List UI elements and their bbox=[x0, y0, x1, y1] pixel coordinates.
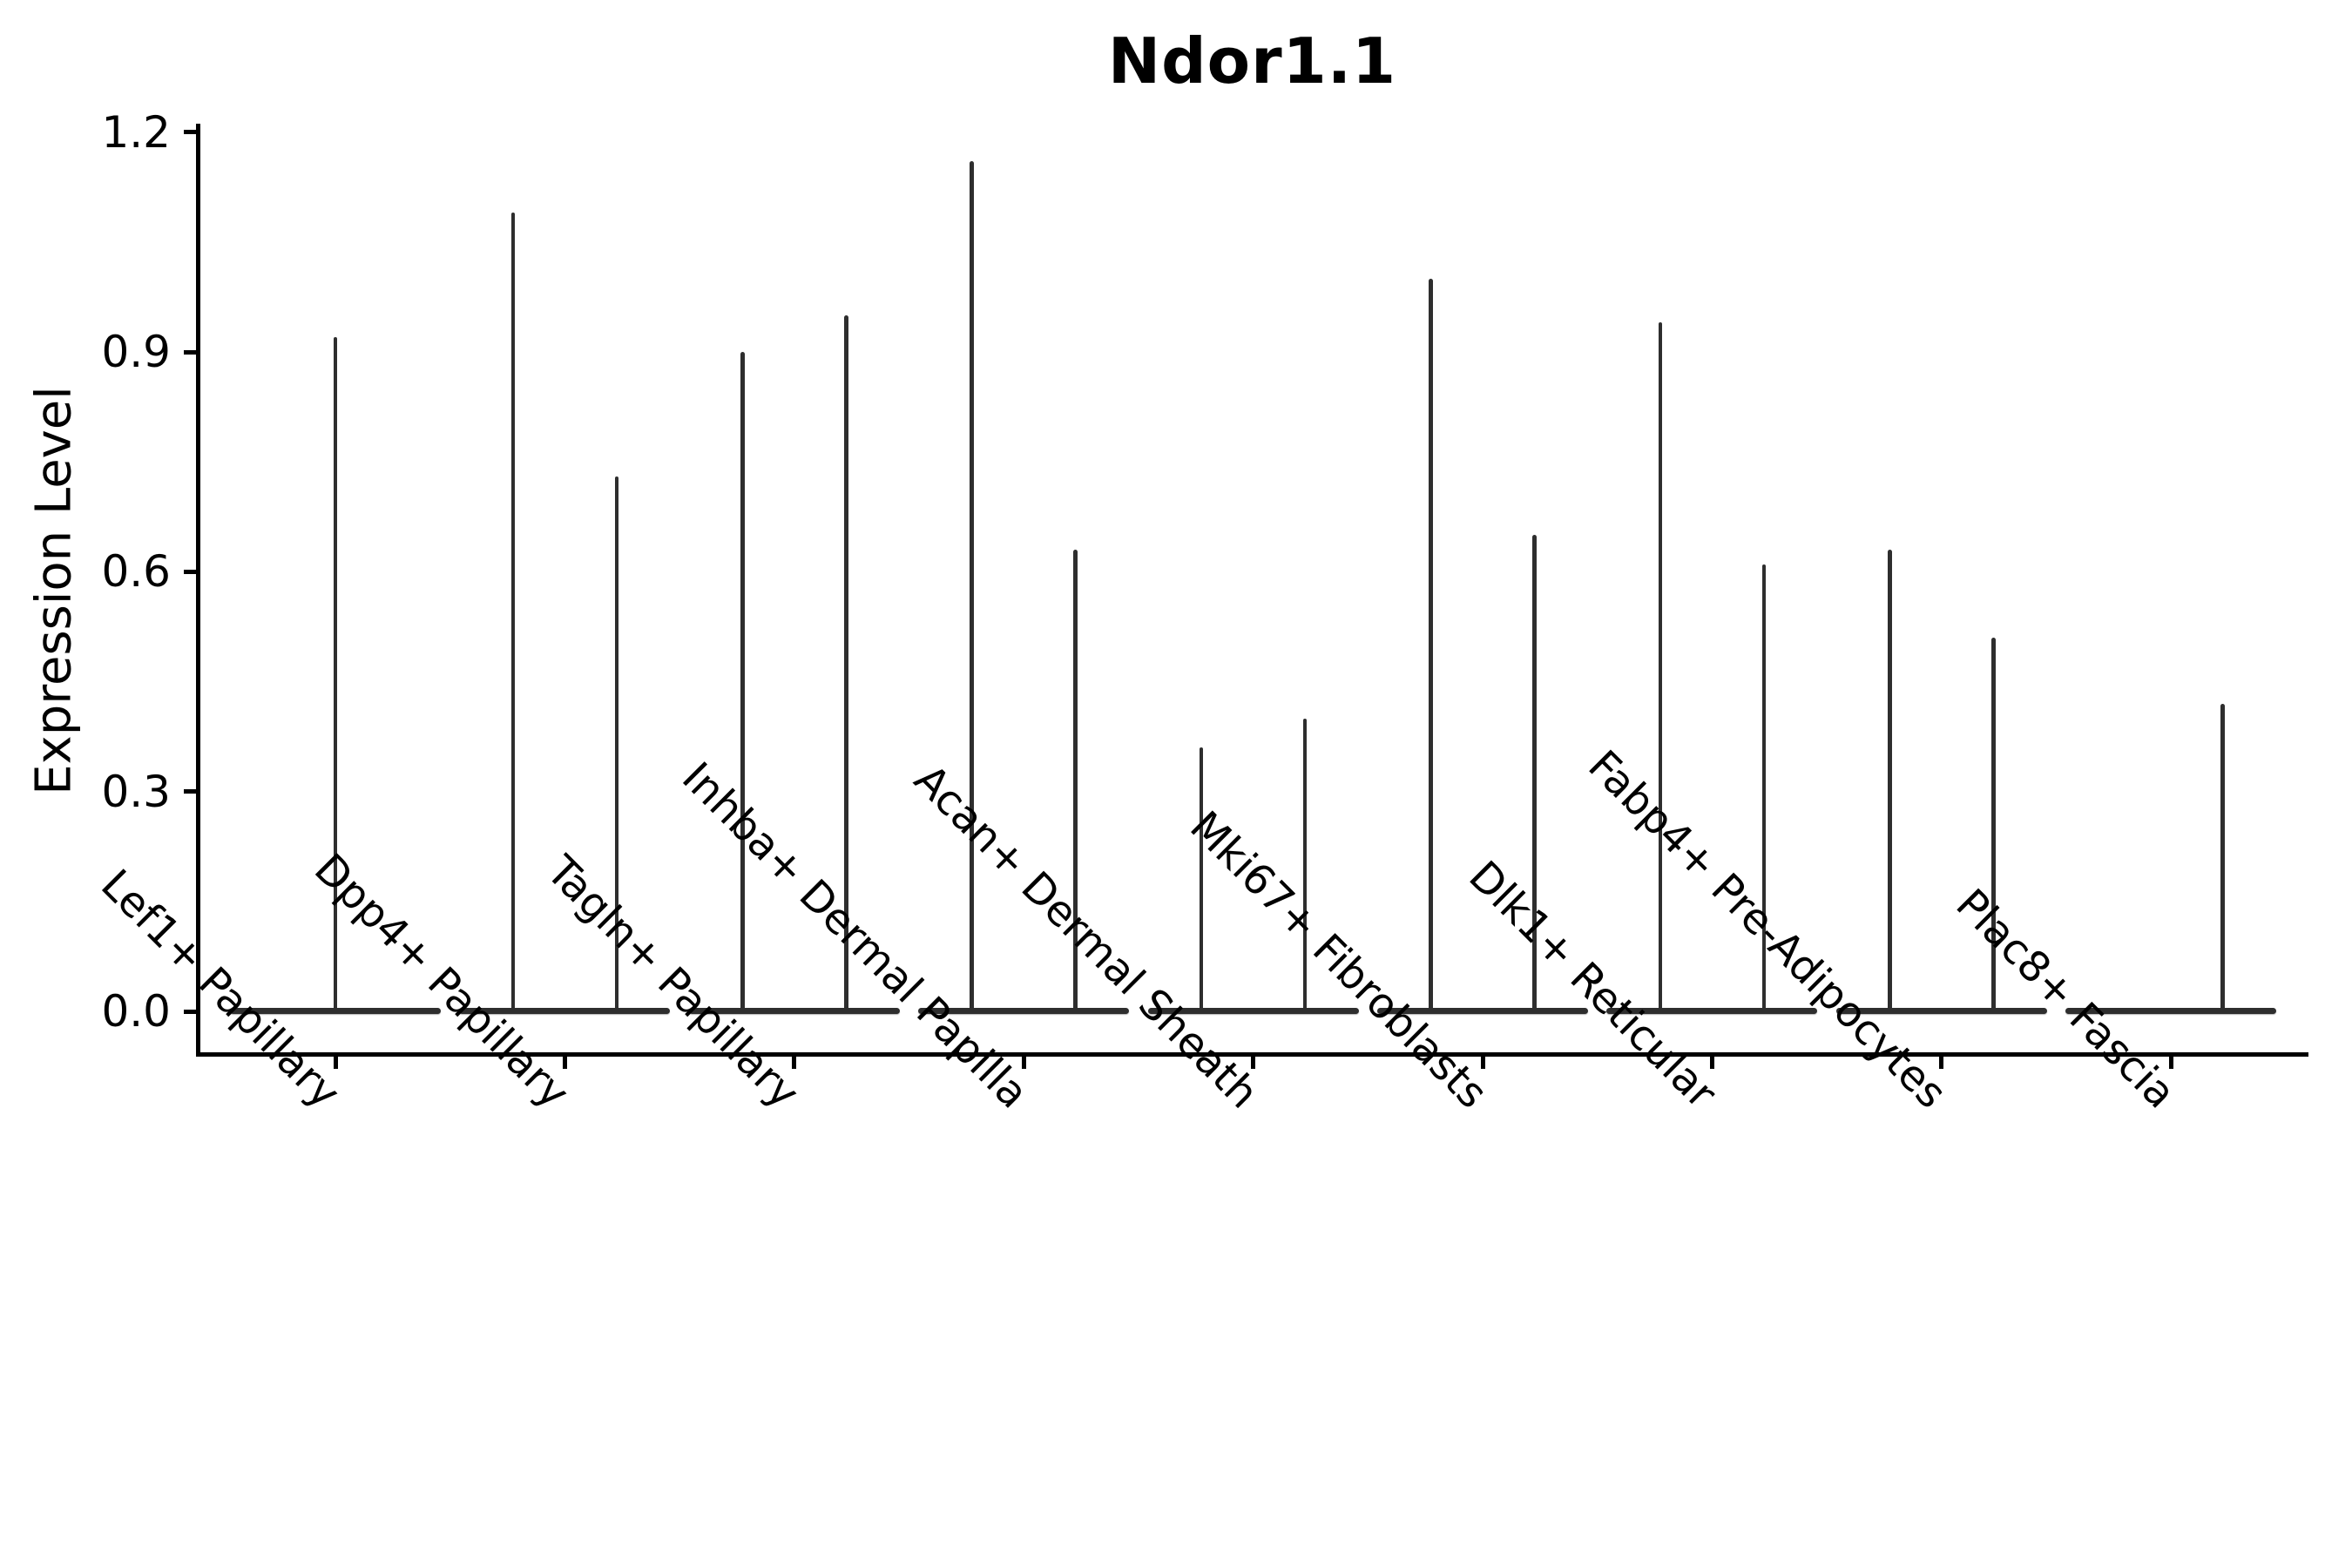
violin-spike bbox=[1888, 550, 1892, 1011]
violin-zero-density bbox=[1835, 1008, 2047, 1014]
violin-zero-density bbox=[918, 1008, 1130, 1014]
chart-title: Ndor1.1 bbox=[1107, 24, 1397, 98]
violin-spike bbox=[1658, 322, 1663, 1011]
violin-zero-density bbox=[1377, 1008, 1588, 1014]
violin-spike bbox=[1302, 718, 1308, 1011]
x-axis-spine bbox=[196, 1052, 2308, 1057]
x-tick-mark bbox=[1251, 1057, 1256, 1069]
x-tick-mark bbox=[1021, 1057, 1026, 1069]
x-tick-mark bbox=[562, 1057, 567, 1069]
violin-spike bbox=[1429, 279, 1433, 1011]
x-tick-mark bbox=[1709, 1057, 1714, 1069]
y-axis-spine bbox=[196, 124, 200, 1057]
y-tick-mark bbox=[184, 130, 196, 135]
y-tick-label: 0.6 bbox=[101, 546, 171, 598]
violin-spike bbox=[614, 476, 619, 1011]
y-tick-label: 0.3 bbox=[101, 766, 171, 817]
violin-spike bbox=[1073, 550, 1078, 1011]
x-tick-mark bbox=[2168, 1057, 2173, 1069]
y-tick-mark bbox=[184, 789, 196, 794]
violin-spike bbox=[844, 315, 848, 1011]
x-tick-mark bbox=[333, 1057, 338, 1069]
y-tick-label: 1.2 bbox=[101, 106, 171, 158]
x-tick-mark bbox=[792, 1057, 797, 1069]
violin-spike bbox=[1199, 747, 1204, 1011]
y-tick-mark bbox=[184, 349, 196, 355]
x-tick-mark bbox=[1939, 1057, 1944, 1069]
violin-spike bbox=[1532, 535, 1537, 1011]
violin-spike bbox=[970, 161, 974, 1011]
y-tick-label: 0.9 bbox=[101, 327, 171, 378]
violin-spike bbox=[2220, 703, 2225, 1011]
y-tick-mark bbox=[184, 569, 196, 574]
violin-spike bbox=[1761, 564, 1767, 1011]
violin-zero-density bbox=[688, 1008, 900, 1014]
violin-zero-density bbox=[1147, 1008, 1359, 1014]
y-tick-label: 0.0 bbox=[101, 986, 171, 1037]
y-tick-mark bbox=[184, 1009, 196, 1014]
violin-zero-density bbox=[459, 1008, 671, 1014]
violin-zero-density bbox=[1606, 1008, 1818, 1014]
violin-spike bbox=[510, 213, 516, 1011]
violin-zero-density bbox=[2065, 1008, 2277, 1014]
violin-spike bbox=[740, 352, 745, 1011]
x-tick-mark bbox=[1480, 1057, 1485, 1069]
violin-spike bbox=[1991, 638, 1996, 1011]
violin-spike bbox=[333, 337, 338, 1011]
